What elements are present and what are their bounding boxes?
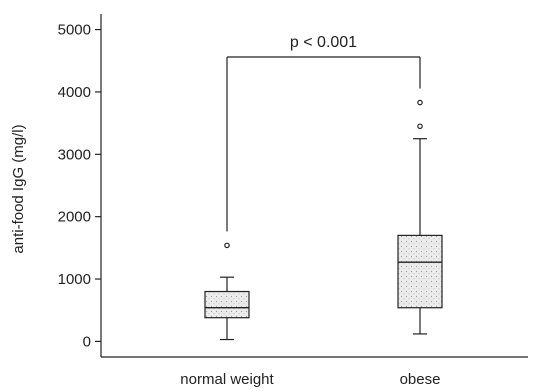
y-tick-label: 2000 bbox=[58, 209, 91, 226]
x-category-label: obese bbox=[400, 371, 441, 388]
y-tick-label: 5000 bbox=[58, 22, 91, 39]
iqr-box bbox=[397, 234, 443, 309]
p-value-label: p < 0.001 bbox=[290, 34, 357, 51]
iqr-box bbox=[204, 290, 250, 319]
box-obese bbox=[397, 99, 443, 335]
y-tick-label: 3000 bbox=[58, 146, 91, 163]
outlier-point bbox=[417, 123, 423, 130]
outlier-point bbox=[417, 99, 423, 106]
y-tick-label: 1000 bbox=[58, 271, 91, 288]
x-category-label: normal weight bbox=[180, 371, 274, 388]
y-tick-label: 4000 bbox=[58, 84, 91, 101]
y-tick-label: 0 bbox=[83, 333, 91, 350]
outlier-point bbox=[224, 242, 230, 249]
y-axis-title: anti-food IgG (mg/l) bbox=[10, 124, 27, 253]
box-normal-weight bbox=[204, 242, 250, 341]
